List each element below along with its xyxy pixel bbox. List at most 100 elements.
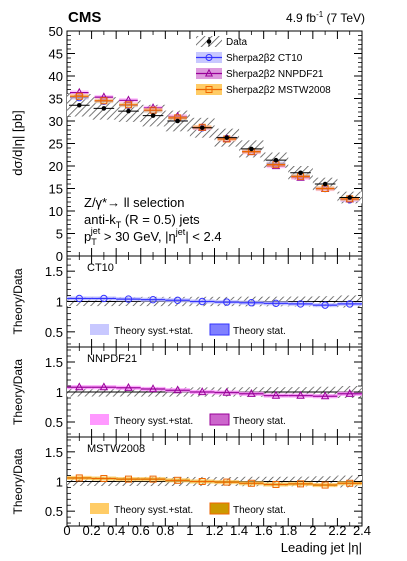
data-point (273, 157, 279, 163)
x-tick-label: 2 (309, 523, 316, 538)
x-tick-label: 0.4 (107, 523, 125, 538)
main-y-axis-label: dσ/d|η| [pb] (10, 110, 25, 175)
ratio-panel-0: 0.5 1 1.5 CT10 Theory/Data Theory syst.+stat.… (11, 255, 363, 348)
ratio-marker (124, 475, 132, 483)
x-tick-label: 0 (63, 523, 70, 538)
main-y-axis: 0 5 10 15 20 25 30 35 40 45 50 (49, 24, 362, 264)
ratio-marker (297, 480, 305, 488)
ratio-y-axis-label: Theory/Data (11, 448, 25, 514)
ratio-legend-syst-label: Theory syst.+stat. (114, 505, 193, 516)
main-y-tick-label: 10 (49, 204, 63, 219)
main-legend: Data Sherpa2β2 CT10 Sherpa2β2 NNPDF21 Sh… (196, 36, 331, 96)
ratio-panel-name: CT10 (87, 262, 114, 274)
main-y-tick-label: 0 (56, 249, 63, 264)
ratio-legend-stat-swatch (209, 413, 230, 426)
ratio-panel-name: MSTW2008 (87, 443, 145, 455)
ratio-legend-stat-swatch (209, 502, 230, 515)
x-tick-label: 1.6 (255, 523, 273, 538)
x-tick-label: 1.4 (230, 523, 248, 538)
ratio-legend-syst-label: Theory syst.+stat. (114, 416, 193, 427)
ratio-marker (272, 299, 280, 308)
main-y-tick-label: 25 (49, 137, 63, 152)
theory-marker-2 (149, 106, 157, 114)
ratio-marker (198, 297, 206, 306)
ratio-marker (100, 475, 108, 483)
data-point (126, 108, 131, 114)
ratio-marker (222, 387, 232, 396)
main-y-tick-label: 5 (56, 227, 63, 242)
ratio-marker (247, 388, 256, 397)
ratio-marker (75, 474, 83, 482)
ratio-marker (100, 294, 108, 303)
ratio-marker (296, 300, 305, 308)
data-point (224, 135, 230, 140)
ratio-y-tick-label: 1.5 (45, 445, 63, 460)
ratio-marker (174, 476, 182, 484)
legend-nnpdf-marker (204, 68, 214, 77)
x-tick-label: 0.8 (156, 523, 174, 538)
ratio-marker (124, 382, 133, 391)
luminosity-label: 4.9 fb-1 (7 TeV) (286, 10, 365, 25)
data-point (322, 181, 328, 187)
main-y-tick-label: 50 (49, 24, 63, 39)
ratio-y-axis-label: Theory/Data (11, 268, 25, 334)
theory-series (70, 87, 359, 204)
selection-line-1: Z/γ*→ ll selection (84, 195, 184, 210)
x-tick-label: 2.4 (353, 523, 371, 538)
ratio-marker (346, 479, 354, 487)
ratio-marker (321, 481, 329, 489)
ratio-marker (124, 295, 133, 303)
ratio-marker (320, 391, 330, 400)
ratio-legend-stat-label: Theory stat. (233, 416, 286, 427)
ratio-legend-syst-swatch (90, 324, 109, 335)
ratio-marker (223, 478, 231, 486)
ratio-marker (223, 298, 231, 306)
ratio-marker (345, 388, 354, 397)
x-tick-label: 0.6 (132, 523, 150, 538)
ratio-y-tick-label: 0.5 (45, 504, 63, 519)
ratio-marker (197, 387, 207, 396)
ratio-marker (149, 475, 157, 483)
legend-mstw-label: Sherpa2β2 MSTW2008 (226, 85, 331, 96)
main-y-tick-label: 40 (49, 69, 63, 84)
x-tick-label: 0.2 (83, 523, 101, 538)
ratio-marker (173, 385, 182, 394)
ratio-y-tick-label: 1.5 (45, 355, 63, 370)
main-y-tick-label: 45 (49, 47, 63, 62)
x-tick-label: 1.8 (279, 523, 297, 538)
legend-ct10-marker (205, 54, 213, 61)
ratio-marker (75, 382, 84, 391)
ratio-legend-syst-swatch (90, 414, 109, 425)
ratio-panel-name: NNPDF21 (87, 353, 137, 365)
main-y-tick-label: 20 (49, 159, 63, 174)
ratio-legend-stat-label: Theory stat. (233, 326, 286, 337)
ratio-legend-stat-label: Theory stat. (233, 505, 286, 516)
data-point (175, 118, 180, 124)
ratio-y-tick-label: 1.5 (45, 264, 63, 279)
main-y-tick-label: 15 (49, 182, 63, 197)
data-point (298, 170, 303, 176)
ratio-marker (173, 296, 182, 304)
theory-marker-2 (75, 92, 83, 100)
data-point (199, 125, 205, 131)
ratio-marker (271, 390, 281, 399)
ratio-legend-stat-swatch (209, 323, 230, 336)
data-point (101, 106, 107, 111)
legend-nnpdf-label: Sherpa2β2 NNPDF21 (226, 69, 324, 80)
selection-text: Z/γ*→ ll selection anti-kT (R = 0.5) jet… (84, 195, 222, 247)
data-point (249, 146, 254, 152)
ratio-panel-2: 0.5 1 1.5 MSTW2008 Theory/Data Theory syst.+s… (11, 436, 363, 527)
ratio-marker (198, 478, 206, 485)
ratio-marker (75, 294, 83, 303)
legend-data-label: Data (226, 37, 248, 48)
data-point (347, 195, 353, 200)
data-point (150, 113, 156, 118)
data-points (69, 102, 360, 200)
ratio-y-tick-label: 0.5 (45, 415, 63, 430)
ratio-y-tick-label: 0.5 (45, 325, 63, 340)
legend-mstw-marker (205, 86, 213, 93)
x-tick-label: 1 (186, 523, 193, 538)
ratio-marker (272, 480, 280, 488)
selection-line-2: anti-kT (R = 0.5) jets (84, 212, 200, 230)
